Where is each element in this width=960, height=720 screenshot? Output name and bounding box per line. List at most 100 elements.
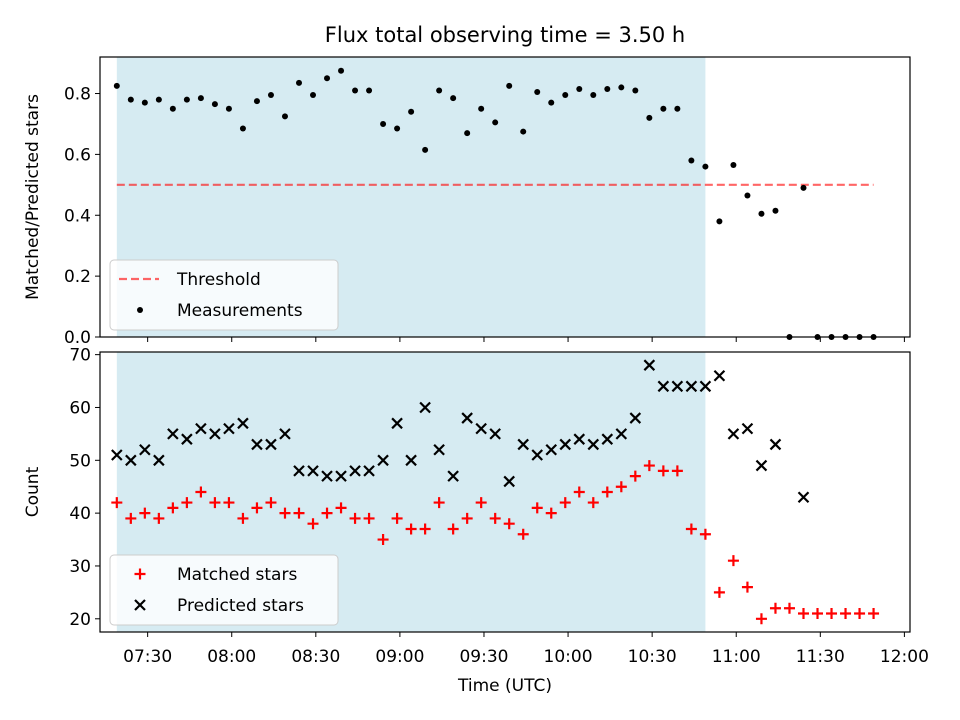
x-tick-label: 10:30: [628, 647, 677, 667]
data-point: [590, 92, 597, 99]
data-point: [237, 512, 249, 524]
data-point: [450, 95, 457, 102]
chart-title: Flux total observing time = 3.50 h: [325, 23, 685, 47]
data-point: [377, 534, 389, 546]
data-point: [422, 146, 429, 153]
legend-matched-swatch: [134, 568, 146, 580]
data-point: [211, 101, 218, 108]
data-point: [237, 417, 249, 430]
data-point: [545, 443, 558, 456]
data-point: [629, 470, 641, 482]
ratio-panel: 0.0 0.2 0.4 0.6 0.8 Matched/Predicted stars Th…: [23, 56, 911, 348]
legend-label: Threshold: [176, 270, 261, 290]
data-point: [758, 210, 765, 217]
data-point: [506, 82, 513, 89]
data-point: [587, 497, 599, 509]
data-point: [618, 84, 625, 91]
x-tick-label: 08:30: [291, 647, 340, 667]
data-point: [587, 438, 600, 451]
data-point: [702, 163, 709, 170]
data-point: [363, 512, 375, 524]
data-point: [562, 92, 569, 99]
data-point: [685, 380, 698, 393]
data-point: [181, 433, 193, 445]
series-predicted-stars: [111, 359, 810, 504]
data-point: [713, 586, 725, 598]
data-point: [111, 449, 123, 461]
data-point: [380, 120, 387, 127]
data-point: [433, 497, 445, 509]
data-point: [363, 465, 375, 477]
legend: Matched stars Predicted stars: [109, 554, 339, 626]
data-point: [478, 105, 485, 112]
data-point: [730, 162, 737, 169]
data-point: [349, 465, 361, 477]
y-tick-label: 40: [69, 504, 91, 524]
data-point: [489, 428, 501, 440]
data-point: [111, 497, 123, 509]
y-tick-label: 0.6: [64, 145, 91, 165]
data-point: [267, 92, 274, 99]
count-panel: 20 30 40 50 60 70 07:30 08:00 08:30 09:00 09:30 10:…: [23, 346, 929, 696]
data-point: [464, 130, 471, 137]
data-point: [293, 465, 305, 477]
legend-label: Measurements: [177, 301, 303, 321]
data-point: [868, 608, 880, 620]
data-point: [783, 602, 795, 614]
data-point: [517, 528, 529, 540]
data-point: [772, 207, 779, 214]
x-tick-label: 11:30: [796, 647, 845, 667]
data-point: [548, 99, 555, 106]
data-point: [253, 98, 260, 105]
data-point: [520, 128, 527, 135]
y-tick-label: 0.2: [64, 267, 91, 287]
data-point: [310, 92, 317, 99]
data-point: [125, 512, 137, 524]
axes-frame: [99, 351, 911, 633]
data-point: [840, 608, 852, 620]
data-point: [167, 502, 179, 514]
legend-predicted-swatch: [134, 599, 146, 611]
data-point: [419, 523, 431, 535]
data-point: [139, 507, 151, 519]
data-point: [338, 67, 345, 74]
data-point: [447, 523, 459, 535]
data-point: [127, 96, 134, 103]
data-point: [573, 433, 586, 445]
data-point: [534, 89, 541, 95]
data-point: [461, 512, 473, 524]
data-point: [295, 79, 302, 86]
data-point: [281, 113, 288, 120]
data-point: [321, 470, 333, 482]
axes-frame: [99, 56, 911, 338]
x-tick-label: 08:00: [207, 647, 256, 667]
data-point: [391, 512, 403, 524]
data-point: [405, 454, 417, 467]
x-axis-label: Time (UTC): [457, 676, 552, 696]
data-point: [559, 438, 572, 451]
series-measurements: [113, 67, 877, 340]
data-point: [744, 192, 751, 199]
data-point: [643, 460, 655, 472]
data-point: [279, 507, 291, 519]
data-point: [503, 518, 515, 530]
data-point: [657, 465, 669, 477]
data-point: [629, 412, 642, 424]
data-point: [225, 105, 232, 112]
data-point: [447, 470, 459, 482]
data-point: [391, 417, 403, 430]
data-point: [699, 528, 711, 540]
data-point: [394, 125, 401, 132]
y-axis-label: Count: [23, 466, 43, 517]
data-point: [769, 438, 782, 451]
data-point: [576, 85, 583, 92]
data-point: [601, 486, 613, 498]
data-point: [321, 507, 333, 519]
x-tick-label: 11:00: [712, 647, 761, 667]
y-tick-label: 60: [69, 398, 91, 418]
data-point: [643, 359, 656, 371]
data-point: [155, 96, 162, 103]
data-point: [685, 523, 697, 535]
legend-label: Predicted stars: [177, 596, 304, 616]
data-point: [755, 613, 767, 625]
